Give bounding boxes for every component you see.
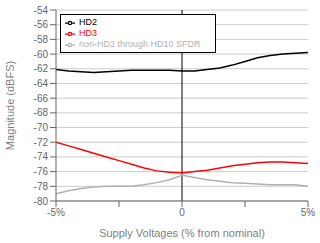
svg-text:-54: -54 [34, 5, 49, 16]
svg-text:-66: -66 [34, 93, 49, 104]
svg-text:-60: -60 [34, 49, 49, 60]
svg-text:-74: -74 [34, 151, 49, 162]
svg-text:-72: -72 [34, 137, 49, 148]
svg-text:Supply Voltages (% from nomina: Supply Voltages (% from nominal) [99, 227, 265, 239]
svg-text:Magnitude (dBFS): Magnitude (dBFS) [8, 61, 16, 150]
svg-text:-78: -78 [34, 181, 49, 192]
html-text:HD2: HD2 [79, 17, 97, 27]
svg-text:-58: -58 [34, 34, 49, 45]
svg-text:-68: -68 [34, 107, 49, 118]
svg-text:-70: -70 [34, 122, 49, 133]
svg-text:0: 0 [179, 207, 185, 218]
html-text:HD3: HD3 [79, 28, 97, 38]
svg-text:-56: -56 [34, 19, 49, 30]
svg-text:-62: -62 [34, 63, 49, 74]
svg-text:-76: -76 [34, 166, 49, 177]
svg-text:5%: 5% [301, 207, 312, 218]
svg-text:-64: -64 [34, 78, 49, 89]
svg-text:-5%: -5% [47, 207, 65, 218]
svg-text:-80: -80 [34, 196, 49, 207]
html-text:non-HD2 through HD10 SFDR: non-HD2 through HD10 SFDR [79, 39, 201, 49]
